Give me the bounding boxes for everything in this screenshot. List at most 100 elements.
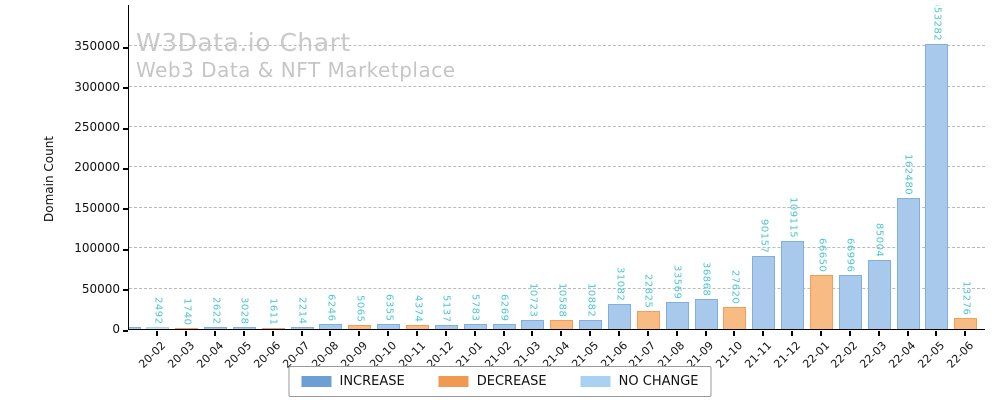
x-tick-mark (560, 331, 562, 336)
x-tick-mark (358, 331, 360, 336)
bar (521, 320, 544, 329)
gridline (129, 247, 985, 249)
x-tick-label: 22-04 (886, 339, 919, 371)
x-tick-label: 22-06 (944, 339, 977, 371)
bar (666, 302, 689, 329)
bar-value-label: 27620 (729, 269, 741, 304)
x-tick-label: 21-10 (713, 339, 746, 371)
bar-value-label: 4374 (412, 294, 424, 322)
x-tick-mark (243, 331, 245, 336)
legend: INCREASE DECREASE NO CHANGE (288, 366, 712, 397)
bar (954, 318, 977, 329)
x-tick-mark (445, 331, 447, 336)
y-tick-label: 150000 (74, 201, 120, 215)
x-tick-mark (647, 331, 649, 336)
x-tick-mark (964, 331, 966, 336)
y-tick-mark (123, 47, 128, 49)
x-tick-mark (907, 331, 909, 336)
bar (637, 311, 660, 329)
x-tick-mark (791, 331, 793, 336)
bar-value-label: 66650 (816, 237, 828, 272)
bar-value-label: 66996 (844, 237, 856, 272)
x-tick-label: 20-05 (222, 339, 255, 371)
plot-area: 2492 1740 2622 3028 1611 2214 6246 5065 6355 4374… (128, 5, 985, 330)
bar-value-label: 353282 (931, 5, 943, 41)
x-tick-mark (214, 331, 216, 336)
bar-value-label: 5137 (440, 294, 452, 322)
x-tick-mark (733, 331, 735, 336)
bar (839, 275, 862, 329)
x-tick-mark (185, 331, 187, 336)
legend-swatch (580, 376, 611, 387)
gridline (129, 85, 985, 87)
bar (129, 327, 141, 329)
x-tick-label: 22-03 (857, 339, 890, 371)
bar-value-label: 162480 (902, 153, 914, 195)
x-tick-label: 20-03 (165, 339, 198, 371)
x-tick-label: 22-05 (915, 339, 948, 371)
x-tick-label: 22-01 (800, 339, 833, 371)
x-tick-mark (329, 331, 331, 336)
bar-value-label: 109115 (787, 196, 799, 238)
y-tick-mark (123, 289, 128, 291)
bar-value-label: 10723 (527, 282, 539, 317)
x-tick-mark (878, 331, 880, 336)
chart-subtitle: Web3 Data & NFT Marketplace (136, 58, 456, 82)
x-tick-mark (503, 331, 505, 336)
gridline (129, 166, 985, 168)
x-tick-mark (474, 331, 476, 336)
bar (897, 198, 920, 329)
bar (723, 307, 746, 329)
chart-title: W3Data.io Chart (136, 28, 351, 57)
x-tick-mark (272, 331, 274, 336)
bar (233, 327, 256, 329)
bar (204, 327, 227, 329)
gridline (129, 45, 985, 47)
legend-label: NO CHANGE (618, 374, 699, 389)
bar (579, 320, 602, 329)
bar (146, 327, 169, 329)
bar (406, 325, 429, 329)
legend-label: INCREASE (339, 374, 405, 389)
gridline (129, 126, 985, 128)
legend-item: DECREASE (438, 374, 547, 389)
gridline (129, 206, 985, 208)
x-tick-label: 20-04 (194, 339, 227, 371)
y-tick-label: 300000 (74, 80, 120, 94)
bar (810, 275, 833, 329)
x-tick-label: 22-02 (828, 339, 861, 371)
y-tick-label: 200000 (74, 160, 120, 174)
bar-value-label: 31082 (614, 266, 626, 301)
bar-value-label: 1740 (181, 297, 193, 325)
y-tick-mark (123, 330, 128, 332)
bar (175, 328, 198, 329)
legend-item: INCREASE (301, 374, 405, 389)
x-tick-mark (935, 331, 937, 336)
legend-item: NO CHANGE (580, 374, 699, 389)
bar-value-label: 6355 (383, 293, 395, 321)
bar-value-label: 1611 (267, 297, 279, 325)
bar (291, 327, 314, 329)
x-tick-mark (820, 331, 822, 336)
gridline (129, 287, 985, 289)
y-tick-label: 0 (112, 322, 120, 336)
bar (493, 324, 516, 329)
bar-value-label: 33569 (671, 264, 683, 299)
x-tick-mark (762, 331, 764, 336)
bar (377, 324, 400, 329)
x-tick-mark (705, 331, 707, 336)
legend-swatch (301, 376, 332, 387)
y-tick-mark (123, 208, 128, 210)
legend-swatch (438, 376, 469, 387)
y-tick-label: 50000 (81, 282, 120, 296)
bar (550, 320, 573, 329)
bar (752, 256, 775, 329)
bar-value-label: 6246 (325, 293, 337, 321)
bar (868, 260, 891, 329)
bar (319, 324, 342, 329)
x-tick-mark (387, 331, 389, 336)
bar (925, 44, 948, 329)
x-tick-mark (416, 331, 418, 336)
y-tick-label: 350000 (74, 39, 120, 53)
